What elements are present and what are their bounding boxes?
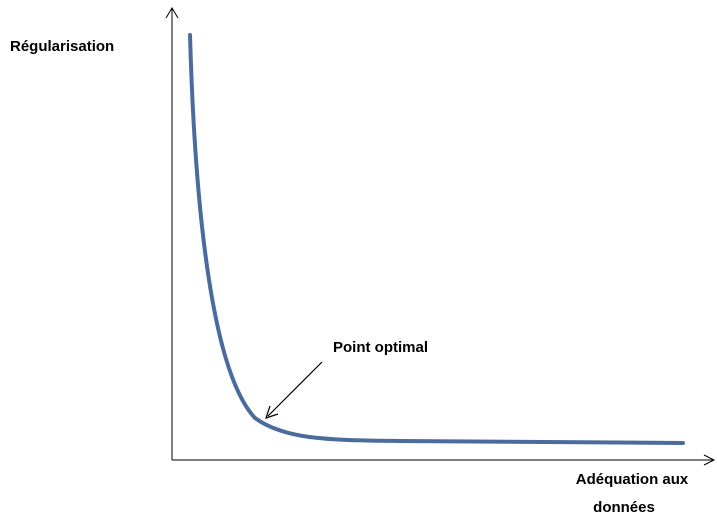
x-axis-label: données — [593, 499, 655, 516]
annotation-arrow — [267, 361, 323, 417]
annotation-label: Point optimal — [333, 339, 428, 356]
l-curve — [188, 33, 685, 445]
x-axis-label: Adéquation aux — [576, 471, 689, 488]
annotation-arrowhead — [265, 405, 279, 419]
y-axis-arrow — [165, 7, 179, 19]
x-axis-arrow — [703, 454, 716, 466]
y-axis-label: Régularisation — [10, 38, 114, 55]
